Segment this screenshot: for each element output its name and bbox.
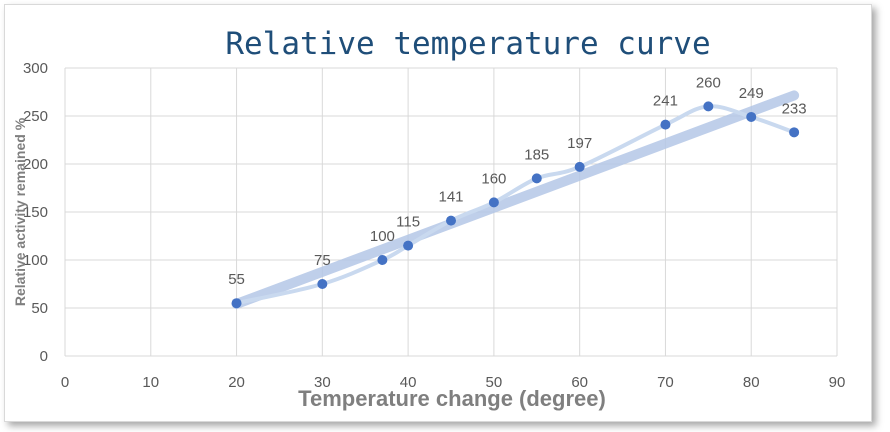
data-point: [317, 279, 328, 289]
y-axis-title: Relative activity remained %: [12, 117, 28, 306]
data-label: 100: [370, 228, 395, 245]
grid-layer: [64, 67, 838, 357]
y-tick-label: 200: [23, 156, 48, 173]
data-label: 141: [438, 189, 463, 206]
x-tick-label: 30: [314, 374, 331, 391]
data-label: 160: [481, 170, 506, 187]
x-tick-label: 90: [829, 374, 846, 391]
data-point: [531, 173, 542, 184]
tick-labels-layer: 0 50 100 150 200 250 300 0 10 20 30 40 50 60 70 80 90: [23, 60, 845, 391]
data-point: [746, 111, 757, 122]
y-tick-label: 300: [23, 60, 48, 77]
x-tick-label: 70: [657, 374, 674, 391]
chart-title: Relative temperature curve: [225, 26, 710, 62]
data-label: 233: [782, 100, 807, 117]
y-tick-label: 150: [23, 204, 48, 221]
data-label: 75: [314, 252, 331, 269]
linear-trendline: [231, 90, 800, 309]
data-point: [488, 197, 499, 208]
data-point: [660, 119, 671, 130]
x-tick-label: 20: [228, 374, 245, 391]
data-point: [574, 161, 585, 172]
y-tick-label: 100: [23, 252, 48, 269]
x-tick-label: 60: [571, 374, 588, 391]
y-tick-label: 0: [40, 348, 48, 365]
data-label: 185: [524, 146, 549, 163]
data-point: [377, 255, 388, 265]
x-tick-label: 80: [743, 374, 760, 391]
data-label: 260: [696, 74, 721, 91]
trendline-layer: [231, 90, 800, 309]
data-point: [231, 298, 242, 309]
data-points-layer: [231, 101, 800, 309]
data-point: [446, 215, 456, 226]
x-tick-label: 0: [61, 374, 69, 391]
data-label: 115: [396, 214, 420, 231]
data-point: [789, 127, 800, 138]
data-label: 241: [653, 93, 678, 110]
data-point: [703, 101, 714, 112]
x-tick-label: 10: [142, 374, 159, 391]
y-tick-label: 50: [31, 300, 48, 317]
data-point: [403, 240, 414, 251]
data-label: 249: [739, 85, 764, 102]
x-axis-title: Temperature change (degree): [298, 386, 606, 411]
y-tick-label: 250: [23, 108, 48, 125]
data-label: 197: [567, 135, 592, 152]
x-tick-label: 50: [486, 374, 503, 391]
x-tick-label: 40: [400, 374, 417, 391]
chart-frame: [4, 4, 872, 422]
data-label: 55: [228, 271, 245, 288]
